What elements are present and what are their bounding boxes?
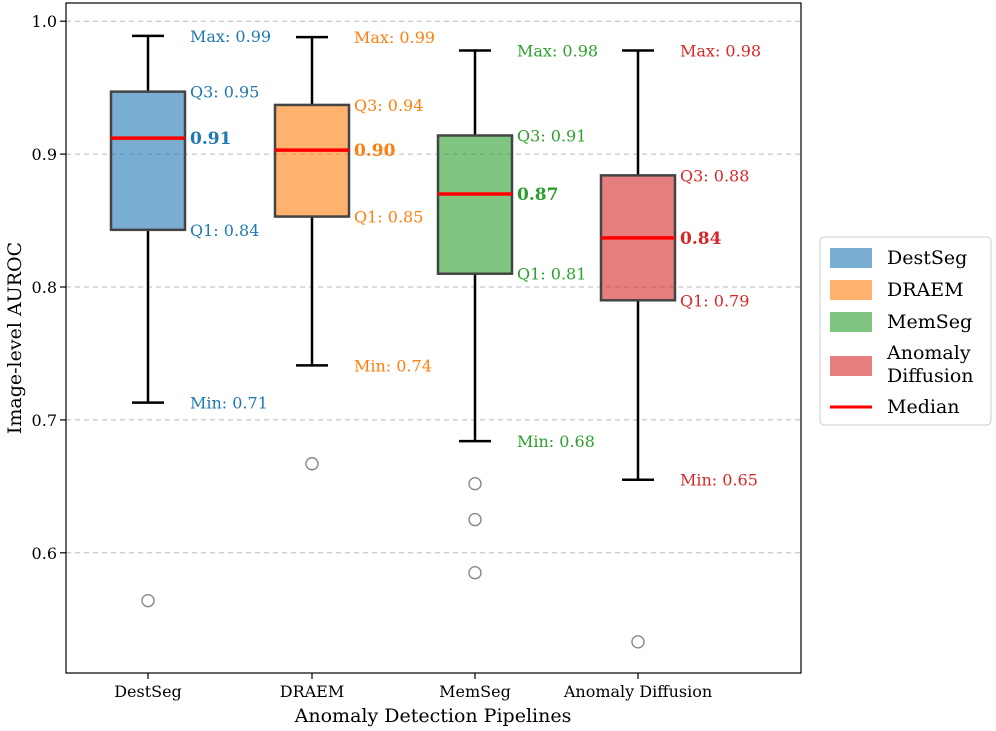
x-tick-label: MemSeg: [439, 682, 511, 701]
x-axis-ticks: DestSeg DRAEM MemSeg Anomaly Diffusion: [114, 673, 712, 701]
x-axis-title: Anomaly Detection Pipelines: [294, 705, 572, 727]
max-label: Max: 0.99: [354, 28, 435, 47]
box-group-anomaly-diffusion: [599, 49, 677, 649]
annotations: Max: 0.99 Q3: 0.95 0.91 Q1: 0.84 Min: 0.71 Ma…: [190, 27, 761, 490]
outlier-point: [141, 593, 155, 608]
median-label: 0.84: [680, 229, 722, 249]
median-label: 0.91: [190, 129, 231, 149]
q3-label: Q3: 0.95: [190, 83, 259, 102]
legend-label: DRAEM: [887, 279, 964, 301]
q1-label: Q1: 0.84: [190, 221, 259, 240]
q1-label: Q1: 0.79: [680, 291, 749, 310]
max-label: Max: 0.98: [517, 41, 598, 60]
min-label: Min: 0.71: [190, 394, 268, 413]
x-tick-label: Anomaly Diffusion: [563, 682, 712, 701]
plot-frame: [65, 2, 802, 674]
legend-swatch: [830, 356, 872, 376]
iqr-box: [109, 90, 187, 232]
y-axis-title: Image-level AUROC: [4, 242, 26, 434]
min-label: Min: 0.74: [354, 356, 432, 375]
iqr-box: [436, 134, 514, 275]
boxes: [109, 34, 677, 649]
legend-label: DestSeg: [887, 247, 967, 269]
q3-label: Q3: 0.88: [680, 166, 749, 185]
y-tick-label: 0.9: [32, 145, 57, 164]
y-axis-ticks: 0.6 0.7 0.8 0.9 1.0: [32, 12, 66, 563]
max-label: Max: 0.98: [680, 41, 761, 60]
outlier-point: [468, 476, 482, 491]
outlier-point: [468, 512, 482, 527]
q3-label: Q3: 0.94: [354, 96, 423, 115]
min-label: Min: 0.68: [517, 432, 595, 451]
legend-swatch: [830, 312, 872, 332]
y-tick-label: 0.7: [32, 411, 57, 430]
legend-swatch: [830, 280, 872, 300]
max-label: Max: 0.99: [190, 27, 271, 46]
outlier-point: [305, 457, 319, 471]
q1-label: Q1: 0.85: [354, 208, 423, 227]
q1-label: Q1: 0.81: [517, 265, 586, 284]
box-group-draem: [273, 35, 351, 471]
legend-swatch: [830, 248, 872, 268]
legend: DestSeg DRAEM MemSeg Anomaly Diffusion Median: [819, 236, 992, 426]
y-tick-label: 0.8: [32, 278, 57, 297]
legend-label: Median: [887, 396, 960, 418]
outlier-point: [468, 566, 482, 580]
min-label: Min: 0.65: [680, 471, 758, 490]
box-group-destseg: [109, 34, 187, 608]
y-tick-label: 0.6: [32, 544, 57, 563]
median-label: 0.87: [517, 185, 558, 205]
x-tick-label: DRAEM: [280, 682, 345, 701]
x-tick-label: DestSeg: [114, 682, 182, 701]
median-label: 0.90: [354, 141, 396, 161]
legend-label: MemSeg: [887, 311, 972, 333]
grid-lines: [66, 20, 801, 554]
legend-label: Anomaly Diffusion: [886, 342, 974, 387]
y-tick-label: 1.0: [32, 12, 57, 31]
outlier-point: [631, 635, 645, 649]
box-group-memseg: [436, 49, 514, 580]
q3-label: Q3: 0.91: [517, 126, 586, 145]
iqr-box: [273, 103, 351, 218]
